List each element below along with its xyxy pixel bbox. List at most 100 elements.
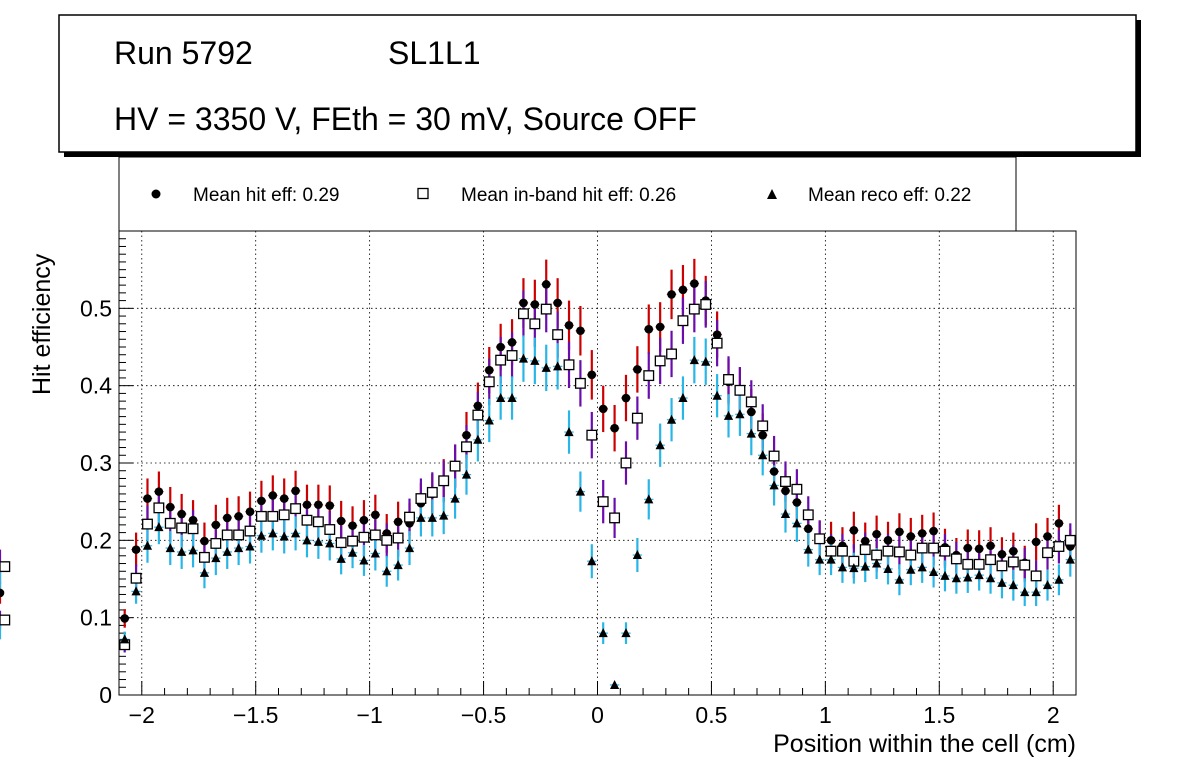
data-point-inband xyxy=(0,614,11,626)
data-point-hit xyxy=(1054,519,1064,528)
data-point-inband xyxy=(1042,547,1053,559)
data-point-inband xyxy=(893,546,905,558)
data-point-reco xyxy=(712,390,722,400)
data-point-reco xyxy=(837,562,848,572)
data-point-hit xyxy=(906,532,916,541)
data-point-hit xyxy=(917,529,927,538)
data-point-reco xyxy=(815,554,825,564)
data-point-hit xyxy=(986,541,995,551)
data-point-inband xyxy=(324,524,336,535)
run-label: Run 5792 xyxy=(114,35,253,71)
title-box xyxy=(58,14,1137,153)
data-point-reco xyxy=(427,512,437,522)
data-point-reco xyxy=(632,550,642,560)
data-point-hit xyxy=(621,393,631,403)
legend-label-inband: Mean in-band hit eff: 0.26 xyxy=(461,185,676,206)
data-point-reco xyxy=(666,414,677,424)
data-point-inband xyxy=(962,558,974,570)
data-point-reco xyxy=(256,530,267,540)
data-point-hit xyxy=(587,370,597,380)
data-point-hit xyxy=(553,298,562,308)
data-point-inband xyxy=(620,457,632,469)
data-point-reco xyxy=(849,563,859,573)
data-point-inband xyxy=(278,509,290,521)
data-point-hit xyxy=(1009,546,1018,556)
legend-marker-circle xyxy=(151,189,161,199)
data-point-reco xyxy=(644,494,654,504)
data-point-hit xyxy=(758,430,767,440)
data-point-inband xyxy=(540,303,552,315)
data-point-inband xyxy=(130,572,142,584)
data-point-reco xyxy=(621,628,631,638)
data-point-reco xyxy=(279,531,289,541)
data-point-hit xyxy=(314,500,323,510)
data-point-reco xyxy=(541,362,551,372)
data-point-inband xyxy=(221,529,233,541)
data-point-reco xyxy=(928,567,939,577)
y-axis-title: Hit efficiency xyxy=(28,253,56,395)
data-point-inband xyxy=(529,318,541,330)
data-point-inband xyxy=(233,529,245,541)
data-point-reco xyxy=(917,562,927,572)
data-point-hit xyxy=(541,280,551,289)
data-point-reco xyxy=(974,570,984,580)
data-point-hit xyxy=(211,520,221,530)
data-point-reco xyxy=(404,543,415,553)
data-point-reco xyxy=(507,393,517,403)
data-point-inband xyxy=(164,517,176,529)
data-point-inband xyxy=(198,551,210,563)
data-point-inband xyxy=(358,531,370,543)
data-point-hit xyxy=(484,365,494,375)
data-point-reco xyxy=(792,518,802,528)
data-point-hit xyxy=(826,536,836,545)
data-point-hit xyxy=(393,517,403,527)
data-point-reco xyxy=(142,540,153,550)
data-point-reco xyxy=(1054,574,1064,584)
series-2-markers xyxy=(120,353,1075,689)
data-point-inband xyxy=(244,525,256,537)
data-point-reco xyxy=(1008,580,1018,590)
data-point-inband xyxy=(255,510,267,522)
data-point-inband xyxy=(996,560,1008,572)
data-point-inband xyxy=(461,441,472,453)
data-point-reco xyxy=(188,545,198,555)
data-point-inband xyxy=(768,450,780,462)
x-tick-label: 2 xyxy=(1047,702,1060,728)
legend-label-hit: Mean hit eff: 0.29 xyxy=(193,185,339,206)
data-point-reco xyxy=(553,361,563,371)
data-point-reco xyxy=(245,541,255,551)
data-point-reco xyxy=(484,415,494,425)
data-point-inband xyxy=(950,553,962,565)
data-point-reco xyxy=(290,528,301,538)
data-point-reco xyxy=(997,577,1007,587)
data-point-inband xyxy=(301,514,313,526)
legend-entry-inband: Mean in-band hit eff: 0.26 xyxy=(417,185,676,206)
data-point-hit xyxy=(279,494,289,503)
data-point-hit xyxy=(678,285,688,295)
data-point-inband xyxy=(267,510,279,522)
data-point-inband xyxy=(609,512,621,524)
data-point-hit xyxy=(348,521,357,530)
data-point-hit xyxy=(803,524,813,534)
data-point-reco xyxy=(234,543,244,553)
data-point-reco xyxy=(826,554,836,564)
data-point-inband xyxy=(1019,559,1031,571)
data-point-reco xyxy=(655,440,665,450)
data-point-reco xyxy=(302,535,312,545)
data-point-inband xyxy=(985,554,997,566)
data-point-reco xyxy=(131,586,141,596)
data-point-hit xyxy=(336,516,346,526)
y-tick-label: 0.1 xyxy=(80,605,112,631)
data-point-hit xyxy=(473,401,483,411)
data-point-reco xyxy=(222,546,232,556)
legend-box xyxy=(118,156,1017,232)
x-tick-label: −2 xyxy=(129,702,155,728)
data-point-reco xyxy=(120,634,130,644)
data-point-reco xyxy=(985,573,996,583)
data-point-hit xyxy=(747,407,756,417)
data-point-reco xyxy=(940,570,950,580)
data-point-reco xyxy=(347,547,358,557)
series-1-markers xyxy=(0,299,1076,651)
data-point-reco xyxy=(1031,587,1041,597)
